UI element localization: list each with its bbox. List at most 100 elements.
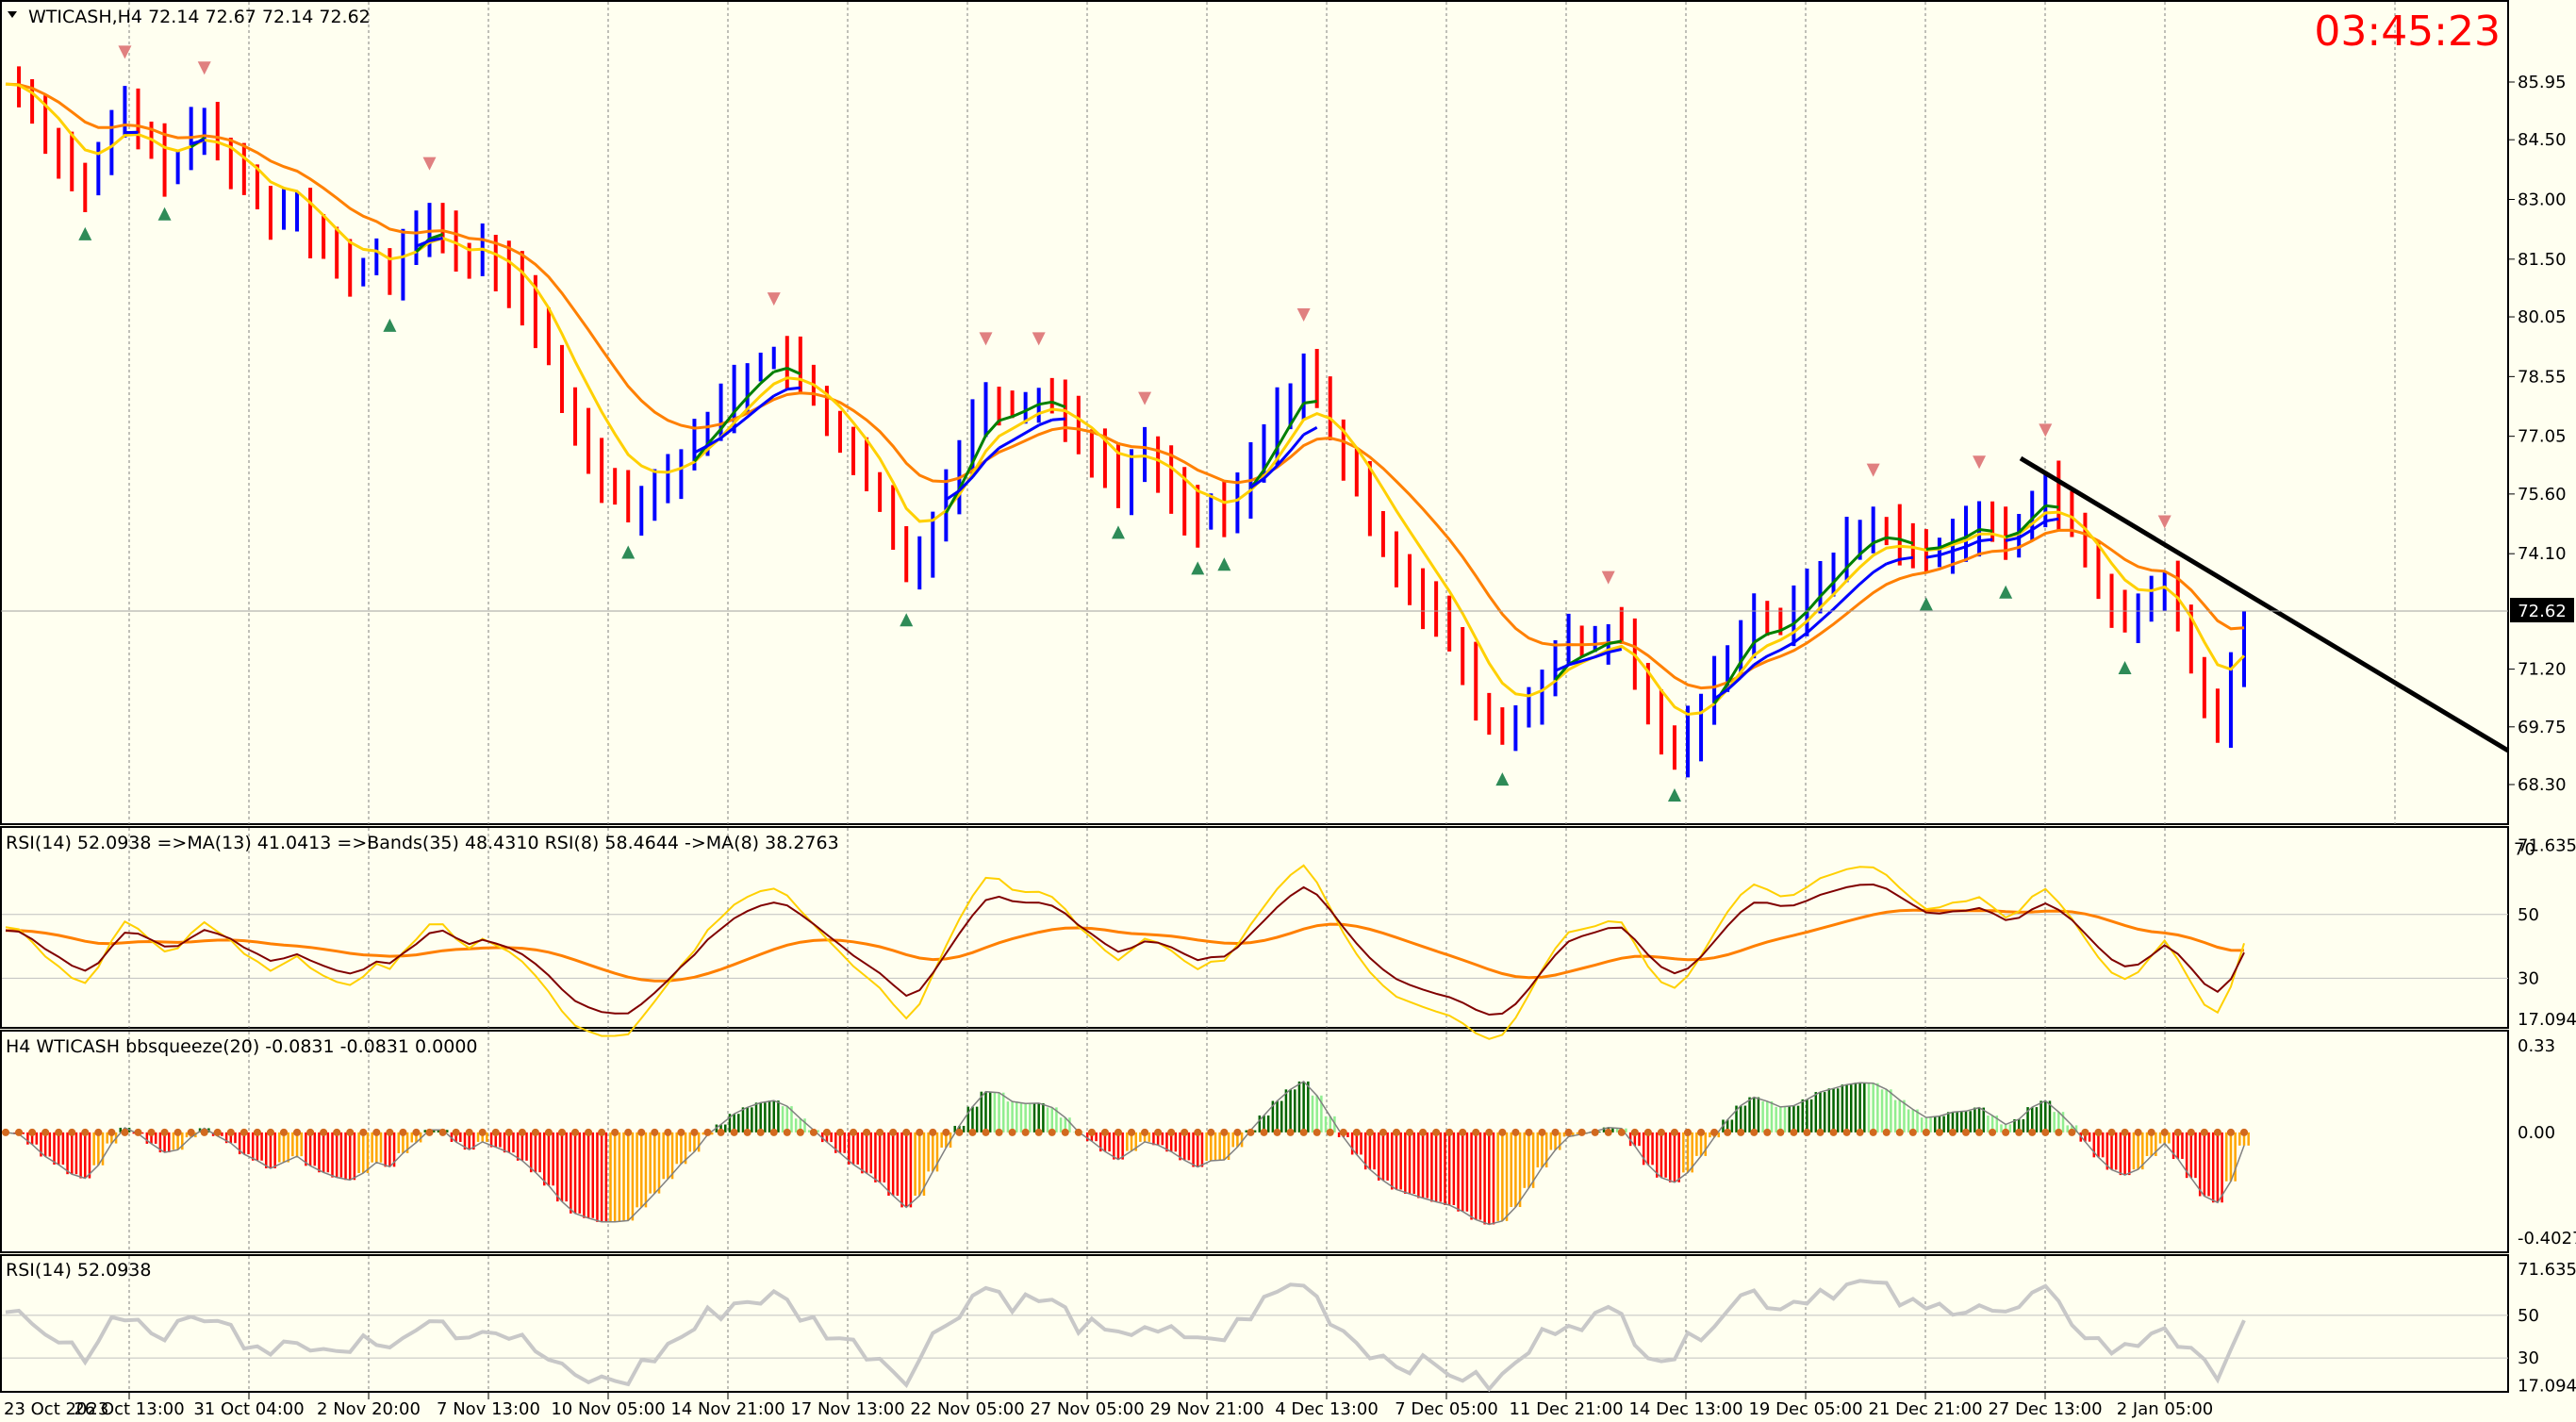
- signal-arrows: [78, 45, 2171, 802]
- squeeze-dot: [2200, 1128, 2208, 1136]
- squeeze-dot: [916, 1128, 924, 1136]
- squeeze-dot: [968, 1128, 977, 1136]
- squeeze-dot: [293, 1128, 302, 1136]
- squeeze-dot: [995, 1128, 1003, 1136]
- main-panel-frame: [0, 0, 2509, 825]
- rsi-tick-label: 71.6354: [2518, 836, 2576, 856]
- squeeze-dot: [531, 1128, 539, 1136]
- squeeze-dot: [1962, 1128, 1971, 1136]
- squeeze-dot: [822, 1128, 831, 1136]
- collapse-triangle-icon[interactable]: [8, 11, 17, 18]
- time-label: 7 Dec 05:00: [1395, 1399, 1498, 1419]
- squeeze-dot: [1750, 1128, 1759, 1136]
- price-tick-label: 74.10: [2518, 544, 2567, 564]
- buy-arrow-icon: [157, 207, 172, 221]
- squeeze-dot: [121, 1128, 129, 1136]
- squeeze-dot: [1286, 1128, 1295, 1136]
- time-label: 2 Jan 05:00: [2117, 1399, 2214, 1419]
- squeeze-dot: [399, 1128, 407, 1136]
- squeeze-dot: [557, 1128, 566, 1136]
- vertical-gridlines: [128, 2, 2396, 1392]
- squeeze-dot: [1816, 1128, 1825, 1136]
- squeeze-dot: [2134, 1128, 2142, 1136]
- squeeze-dot: [1445, 1128, 1454, 1136]
- squeeze-dot: [478, 1128, 487, 1136]
- sell-arrow-icon: [979, 332, 993, 346]
- squeeze-dot: [1790, 1128, 1798, 1136]
- buy-arrow-icon: [1111, 525, 1125, 539]
- squeeze-dot: [1114, 1128, 1122, 1136]
- squeeze-dot: [1472, 1128, 1480, 1136]
- squeeze-header: H4 WTICASH bbsqueeze(20) -0.0831 -0.0831…: [6, 1036, 478, 1057]
- squeeze-dot: [386, 1128, 394, 1136]
- squeeze-panel-frame: [0, 1030, 2509, 1253]
- squeeze-dot: [2028, 1128, 2037, 1136]
- buy-arrow-icon: [1217, 557, 1231, 571]
- squeeze-dot: [624, 1128, 633, 1136]
- sell-arrow-icon: [2157, 515, 2171, 529]
- sell-arrow-icon: [197, 61, 211, 75]
- squeeze-dot: [1908, 1128, 1917, 1136]
- squeeze-dot: [1352, 1128, 1361, 1136]
- squeeze-dot: [1339, 1128, 1347, 1136]
- squeeze-tick-label: 0.00: [2518, 1123, 2555, 1143]
- squeeze-dot: [2173, 1128, 2182, 1136]
- squeeze-dot: [1008, 1128, 1016, 1136]
- squeeze-dot: [1657, 1128, 1665, 1136]
- time-label: 29 Nov 21:00: [1149, 1399, 1263, 1419]
- buy-arrow-icon: [1667, 788, 1681, 802]
- squeeze-dot: [1485, 1128, 1494, 1136]
- rsi2-tick-label: 50: [2518, 1306, 2539, 1326]
- main-price-axis: 85.95 84.50 83.00 81.50 80.05 78.55 77.05 75.60…: [2508, 73, 2567, 795]
- squeeze-dot: [173, 1128, 182, 1136]
- squeeze-dot: [333, 1128, 341, 1136]
- squeeze-dot: [942, 1128, 950, 1136]
- squeeze-dot: [279, 1128, 288, 1136]
- squeeze-dot: [982, 1128, 990, 1136]
- squeeze-dot: [1803, 1128, 1811, 1136]
- squeeze-dot: [1181, 1128, 1189, 1136]
- squeeze-dot: [200, 1128, 208, 1136]
- squeeze-dot: [571, 1128, 580, 1136]
- squeeze-dot: [1564, 1128, 1573, 1136]
- squeeze-dot: [1233, 1128, 1242, 1136]
- squeeze-dot: [1141, 1128, 1149, 1136]
- sell-arrow-icon: [1601, 570, 1615, 585]
- sell-arrow-icon: [1138, 391, 1152, 405]
- rsi2-panel-frame: [0, 1254, 2509, 1393]
- squeeze-dot: [1538, 1128, 1546, 1136]
- squeeze-dot: [1869, 1128, 1877, 1136]
- trendline[interactable]: [2019, 455, 2510, 753]
- squeeze-dot: [743, 1128, 751, 1136]
- squeeze-dot: [1207, 1128, 1215, 1136]
- squeeze-dot: [2240, 1128, 2248, 1136]
- price-tick-label: 85.95: [2518, 73, 2567, 92]
- sell-arrow-icon: [767, 292, 781, 306]
- price-tick-label: 69.75: [2518, 718, 2567, 737]
- rsi2-tick-label: 71.6354: [2518, 1260, 2576, 1280]
- time-label: 21 Dec 21:00: [1868, 1399, 1982, 1419]
- current-price-label: 72.62: [2518, 602, 2567, 621]
- price-tick-label: 81.50: [2518, 250, 2567, 270]
- time-label: 11 Dec 21:00: [1509, 1399, 1623, 1419]
- ma-fast-line: [5, 82, 2246, 717]
- squeeze-dot: [28, 1128, 37, 1136]
- squeeze-dot: [2226, 1128, 2235, 1136]
- squeeze-dot: [1459, 1128, 1467, 1136]
- time-label: 7 Nov 13:00: [437, 1399, 540, 1419]
- price-tick-label: 75.60: [2518, 485, 2567, 504]
- squeeze-dot: [266, 1128, 274, 1136]
- squeeze-dot: [2068, 1128, 2076, 1136]
- squeeze-dot: [2160, 1128, 2169, 1136]
- squeeze-dot: [1670, 1128, 1678, 1136]
- buy-arrow-icon: [900, 613, 914, 627]
- squeeze-dot: [2015, 1128, 2023, 1136]
- squeeze-dot: [809, 1128, 817, 1136]
- buy-arrow-icon: [78, 226, 92, 240]
- time-label: 27 Nov 05:00: [1030, 1399, 1144, 1419]
- squeeze-dot: [756, 1128, 765, 1136]
- squeeze-dot: [1551, 1128, 1560, 1136]
- squeeze-dot: [1989, 1128, 1997, 1136]
